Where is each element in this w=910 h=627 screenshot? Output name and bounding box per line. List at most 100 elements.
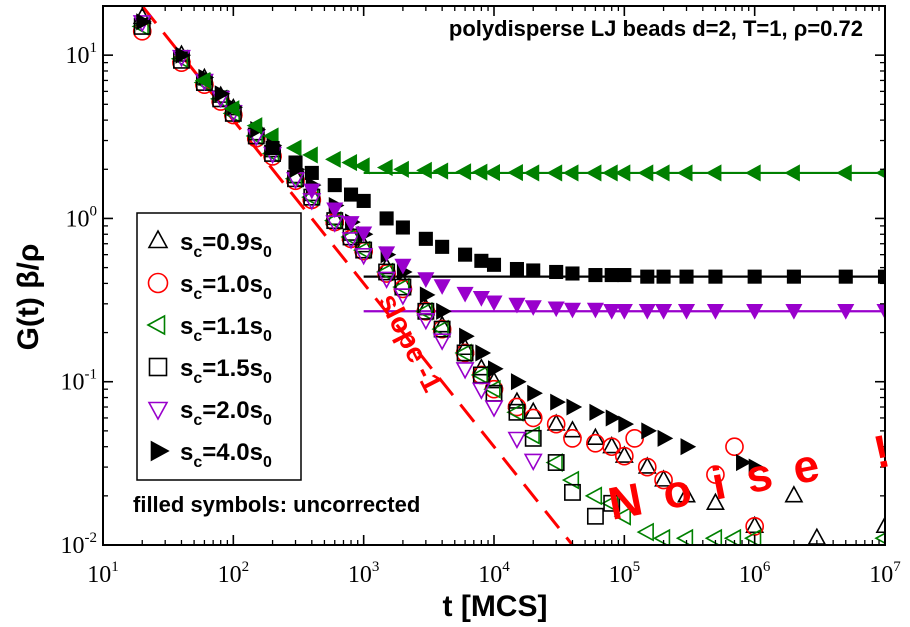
data-point bbox=[246, 117, 263, 135]
data-point bbox=[838, 269, 853, 284]
data-point bbox=[547, 454, 565, 471]
data-point bbox=[676, 164, 693, 182]
data-point bbox=[285, 139, 302, 157]
legend-marker bbox=[147, 229, 169, 249]
data-point bbox=[484, 400, 504, 418]
data-point bbox=[603, 303, 621, 320]
data-point bbox=[637, 456, 657, 474]
data-point bbox=[327, 178, 342, 193]
data-point bbox=[589, 403, 606, 421]
data-point bbox=[585, 164, 602, 182]
series-8 bbox=[303, 183, 885, 320]
data-point bbox=[625, 428, 645, 448]
data-point bbox=[563, 302, 582, 319]
data-point bbox=[470, 365, 489, 385]
data-point bbox=[472, 291, 490, 307]
data-point bbox=[377, 271, 397, 289]
data-point bbox=[613, 506, 631, 526]
data-point bbox=[547, 301, 565, 318]
data-point bbox=[637, 164, 654, 182]
data-point bbox=[262, 127, 279, 145]
data-point bbox=[393, 288, 413, 306]
data-point bbox=[486, 257, 502, 272]
data-point bbox=[546, 414, 566, 434]
data-point bbox=[341, 153, 358, 172]
data-point bbox=[474, 253, 489, 268]
data-point bbox=[214, 85, 231, 103]
data-point bbox=[355, 226, 373, 243]
data-point bbox=[566, 398, 583, 416]
data-point bbox=[705, 164, 722, 182]
data-point bbox=[585, 427, 605, 445]
data-point bbox=[507, 431, 527, 450]
data-point bbox=[487, 360, 504, 378]
data-point bbox=[353, 157, 370, 175]
legend-box bbox=[136, 212, 302, 481]
data-point bbox=[677, 485, 696, 503]
legend-label: sc=0.9s0 bbox=[180, 229, 272, 261]
x-tick-label: 106 bbox=[739, 559, 771, 588]
legend-marker bbox=[146, 314, 166, 336]
plot-area bbox=[131, 6, 885, 545]
data-point bbox=[356, 193, 371, 208]
data-point bbox=[837, 303, 855, 320]
data-point bbox=[417, 302, 435, 320]
data-point bbox=[378, 246, 396, 263]
data-point bbox=[527, 384, 543, 402]
y-tick-label: 10-2 bbox=[61, 530, 98, 559]
data-point bbox=[614, 445, 634, 463]
data-point bbox=[584, 486, 603, 506]
data-point bbox=[522, 425, 540, 445]
data-point bbox=[706, 303, 724, 320]
data-point bbox=[416, 161, 432, 179]
data-point bbox=[550, 393, 566, 411]
data-point bbox=[194, 71, 211, 89]
data-point bbox=[436, 302, 452, 320]
data-point bbox=[605, 409, 622, 427]
data-point bbox=[725, 437, 744, 457]
data-point bbox=[475, 344, 492, 362]
data-point bbox=[614, 446, 634, 466]
data-point bbox=[342, 216, 360, 232]
data-point bbox=[746, 303, 764, 320]
data-point bbox=[747, 269, 762, 284]
data-point bbox=[562, 164, 579, 182]
data-point bbox=[603, 494, 621, 512]
data-point bbox=[508, 403, 526, 421]
data-point bbox=[459, 327, 475, 345]
x-axis-label: t [MCS] bbox=[443, 590, 548, 623]
data-point bbox=[455, 337, 475, 356]
data-point bbox=[507, 163, 523, 182]
data-point bbox=[431, 319, 449, 339]
data-point bbox=[680, 438, 697, 456]
data-point bbox=[563, 428, 582, 448]
data-point bbox=[657, 429, 674, 447]
data-point bbox=[652, 528, 671, 545]
noise-annotation: Noise ! bbox=[604, 420, 910, 530]
data-point bbox=[877, 269, 885, 284]
data-point bbox=[723, 528, 742, 545]
legend-marker bbox=[147, 401, 169, 421]
y-tick-label: 100 bbox=[66, 203, 98, 232]
data-point bbox=[618, 415, 635, 433]
data-point bbox=[508, 297, 526, 314]
legend-marker bbox=[148, 357, 168, 377]
series-7 bbox=[265, 140, 885, 284]
data-point bbox=[546, 413, 566, 431]
data-point bbox=[564, 483, 581, 501]
data-point bbox=[455, 163, 472, 181]
data-point bbox=[743, 528, 762, 545]
data-point bbox=[874, 532, 885, 545]
data-point bbox=[602, 437, 622, 457]
data-point bbox=[677, 303, 696, 320]
data-point bbox=[354, 248, 374, 266]
data-point bbox=[602, 436, 622, 454]
data-point bbox=[341, 232, 361, 250]
data-point bbox=[523, 453, 543, 472]
data-point bbox=[655, 303, 673, 320]
data-point bbox=[653, 164, 670, 182]
data-point bbox=[433, 320, 451, 338]
data-point bbox=[524, 429, 542, 447]
data-point bbox=[471, 382, 491, 400]
data-point bbox=[507, 397, 527, 417]
